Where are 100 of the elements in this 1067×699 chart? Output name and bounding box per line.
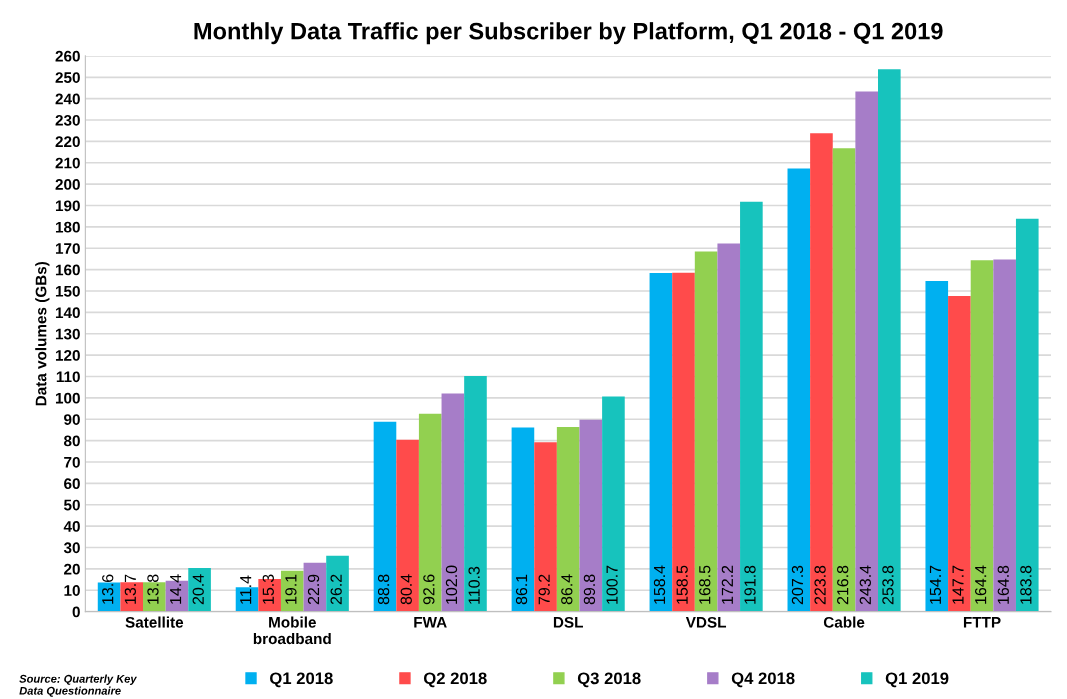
y-tick-label: 250 bbox=[55, 72, 80, 83]
data-label: 20.4 bbox=[192, 574, 204, 605]
data-label: 80.4 bbox=[400, 574, 412, 605]
bar bbox=[717, 243, 741, 612]
data-label: 15.3 bbox=[262, 574, 274, 604]
y-tick-label: 260 bbox=[55, 50, 80, 62]
y-tick-label: 240 bbox=[55, 93, 80, 105]
data-label: 88.8 bbox=[377, 574, 390, 605]
data-label: 147.7 bbox=[952, 565, 964, 604]
y-tick-label: 80 bbox=[63, 435, 80, 447]
data-label: 22.9 bbox=[307, 574, 320, 605]
bar bbox=[787, 168, 811, 612]
data-label: 100.7 bbox=[606, 565, 618, 604]
bar bbox=[810, 133, 833, 612]
x-tick-label: VDSL bbox=[685, 616, 727, 628]
x-tick-label: Satellite bbox=[125, 616, 184, 628]
bar bbox=[441, 393, 465, 612]
y-tick-label: 110 bbox=[56, 371, 80, 383]
y-tick-label: 180 bbox=[55, 221, 80, 233]
y-tick-label: 200 bbox=[55, 179, 80, 190]
data-label: 19.1 bbox=[285, 574, 297, 604]
data-label: 216.8 bbox=[837, 565, 849, 605]
data-label: 164.4 bbox=[975, 565, 987, 604]
legend-label: Q3 2018 bbox=[577, 672, 641, 688]
y-tick-label: 20 bbox=[64, 563, 80, 575]
data-label: 183.8 bbox=[1020, 565, 1032, 604]
data-label: 154.7 bbox=[929, 565, 942, 604]
bar bbox=[970, 260, 994, 612]
x-tick-label: FTTP bbox=[963, 617, 1001, 628]
y-tick-label: 30 bbox=[63, 542, 80, 554]
bar bbox=[1015, 218, 1039, 612]
data-label: 79.2 bbox=[538, 574, 550, 605]
bar bbox=[556, 426, 580, 612]
data-label: 13.7 bbox=[124, 574, 136, 604]
bar bbox=[602, 396, 625, 612]
bar bbox=[373, 421, 397, 612]
legend-label: Q1 2019 bbox=[885, 672, 949, 688]
bar bbox=[832, 148, 856, 612]
y-tick-label: 60 bbox=[64, 478, 80, 490]
source-note: Source: Quarterly Key Data Questionnaire bbox=[19, 674, 137, 697]
data-label: 26.2 bbox=[330, 574, 342, 605]
data-label: 92.6 bbox=[423, 574, 435, 605]
data-label: 13.6 bbox=[102, 574, 114, 604]
y-tick-label: 90 bbox=[64, 414, 80, 425]
x-tick-label: Cable bbox=[823, 616, 865, 628]
bar bbox=[649, 273, 673, 612]
data-label: 13.8 bbox=[147, 574, 159, 604]
data-label: 14.4 bbox=[170, 574, 182, 604]
y-tick-label: 140 bbox=[55, 307, 80, 319]
data-label: 207.3 bbox=[791, 565, 804, 605]
bar bbox=[993, 259, 1016, 612]
bar bbox=[396, 439, 419, 612]
legend-label: Q4 2018 bbox=[731, 672, 795, 688]
data-label: 158.4 bbox=[653, 565, 666, 604]
bar bbox=[280, 570, 304, 612]
data-label: 223.8 bbox=[814, 565, 826, 605]
bar bbox=[418, 413, 442, 612]
data-label: 89.8 bbox=[583, 574, 596, 605]
y-tick-label: 130 bbox=[55, 328, 80, 340]
bar bbox=[672, 272, 695, 612]
y-tick-label: 50 bbox=[63, 499, 80, 511]
legend-label: Q1 2018 bbox=[270, 672, 333, 688]
data-label: 86.1 bbox=[515, 574, 528, 605]
data-label: 102.0 bbox=[445, 565, 458, 604]
bar bbox=[511, 427, 535, 612]
data-label: 86.4 bbox=[561, 574, 573, 605]
y-tick-label: 220 bbox=[55, 136, 80, 148]
bar bbox=[326, 555, 349, 612]
y-tick-label: 0 bbox=[72, 606, 80, 618]
data-label: 253.8 bbox=[882, 565, 894, 605]
bar bbox=[534, 442, 557, 612]
bar bbox=[464, 375, 487, 612]
y-tick-label: 40 bbox=[63, 521, 80, 532]
legend-label: Q2 2018 bbox=[423, 672, 487, 688]
y-tick-label: 190 bbox=[55, 200, 80, 212]
y-axis-title: Data volumes (GBs) bbox=[35, 261, 50, 406]
bar bbox=[855, 91, 879, 612]
x-tick-label: FWA bbox=[414, 617, 447, 628]
bar bbox=[579, 419, 603, 612]
bar bbox=[694, 251, 718, 612]
y-tick-label: 10 bbox=[64, 585, 80, 596]
y-tick-label: 100 bbox=[55, 392, 80, 404]
bar bbox=[948, 295, 971, 612]
data-label: 168.5 bbox=[699, 565, 711, 604]
bar bbox=[188, 568, 211, 612]
y-tick-label: 120 bbox=[55, 350, 80, 361]
y-tick-label: 160 bbox=[55, 264, 80, 276]
chart-title: Monthly Data Traffic per Subscriber by Platform, Q1 2018 - Q1 2019 bbox=[194, 22, 943, 45]
data-label: 110.3 bbox=[468, 566, 480, 604]
bar bbox=[925, 280, 949, 612]
data-label: 11.4 bbox=[240, 575, 252, 604]
y-tick-label: 170 bbox=[55, 243, 80, 254]
data-label: 172.2 bbox=[721, 565, 733, 604]
x-tick-label: Mobile broadband bbox=[253, 616, 331, 645]
x-tick-label: DSL bbox=[553, 616, 583, 628]
y-tick-label: 230 bbox=[55, 114, 80, 126]
bar bbox=[878, 69, 901, 612]
y-tick-label: 150 bbox=[55, 285, 80, 297]
data-label: 164.8 bbox=[997, 565, 1009, 604]
bar bbox=[740, 201, 763, 612]
